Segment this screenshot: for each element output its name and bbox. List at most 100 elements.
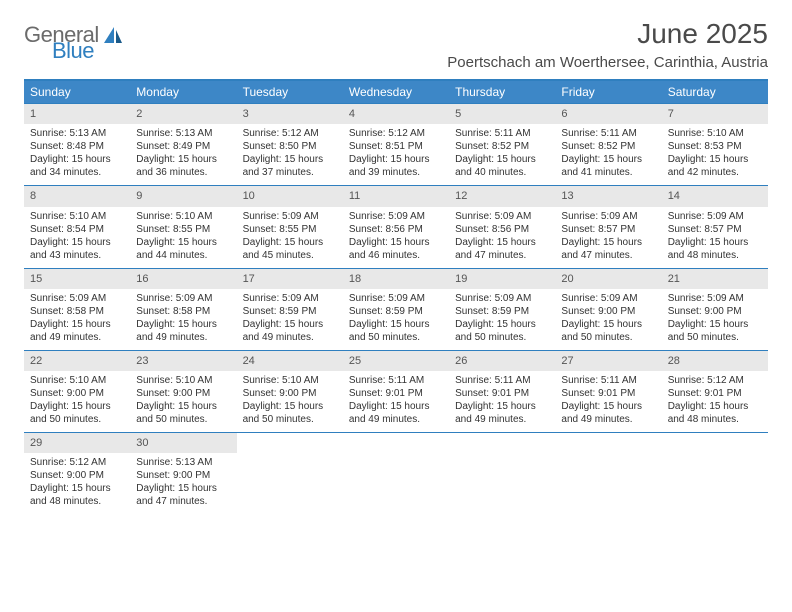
day-number: 22 [24, 351, 130, 371]
sunrise-text: Sunrise: 5:11 AM [455, 374, 549, 387]
day-number: 16 [130, 269, 236, 289]
day-number: 15 [24, 269, 130, 289]
dow-cell: Sunday [24, 81, 130, 103]
sunrise-text: Sunrise: 5:11 AM [561, 374, 655, 387]
sunrise-text: Sunrise: 5:09 AM [455, 292, 549, 305]
daylight-text: Daylight: 15 hours and 49 minutes. [136, 318, 230, 344]
dow-cell: Thursday [449, 81, 555, 103]
sunset-text: Sunset: 8:55 PM [243, 223, 337, 236]
daylight-text: Daylight: 15 hours and 48 minutes. [668, 400, 762, 426]
sunset-text: Sunset: 9:01 PM [668, 387, 762, 400]
day-cell: 19Sunrise: 5:09 AMSunset: 8:59 PMDayligh… [449, 269, 555, 350]
day-number: 30 [130, 433, 236, 453]
sunrise-text: Sunrise: 5:09 AM [561, 292, 655, 305]
daylight-text: Daylight: 15 hours and 46 minutes. [349, 236, 443, 262]
sunrise-text: Sunrise: 5:13 AM [136, 456, 230, 469]
sunset-text: Sunset: 8:58 PM [136, 305, 230, 318]
day-body: Sunrise: 5:09 AMSunset: 8:59 PMDaylight:… [237, 289, 343, 350]
day-cell: 24Sunrise: 5:10 AMSunset: 9:00 PMDayligh… [237, 351, 343, 432]
day-cell: . [343, 433, 449, 514]
daylight-text: Daylight: 15 hours and 44 minutes. [136, 236, 230, 262]
day-cell: 8Sunrise: 5:10 AMSunset: 8:54 PMDaylight… [24, 186, 130, 267]
day-body: Sunrise: 5:10 AMSunset: 8:53 PMDaylight:… [662, 124, 768, 185]
sunset-text: Sunset: 8:59 PM [243, 305, 337, 318]
dow-cell: Friday [555, 81, 661, 103]
daylight-text: Daylight: 15 hours and 42 minutes. [668, 153, 762, 179]
daylight-text: Daylight: 15 hours and 39 minutes. [349, 153, 443, 179]
day-body: Sunrise: 5:11 AMSunset: 9:01 PMDaylight:… [555, 371, 661, 432]
sunset-text: Sunset: 9:01 PM [561, 387, 655, 400]
day-cell: 26Sunrise: 5:11 AMSunset: 9:01 PMDayligh… [449, 351, 555, 432]
daylight-text: Daylight: 15 hours and 49 minutes. [561, 400, 655, 426]
day-cell: 23Sunrise: 5:10 AMSunset: 9:00 PMDayligh… [130, 351, 236, 432]
day-cell: 15Sunrise: 5:09 AMSunset: 8:58 PMDayligh… [24, 269, 130, 350]
daylight-text: Daylight: 15 hours and 47 minutes. [136, 482, 230, 508]
day-cell: 11Sunrise: 5:09 AMSunset: 8:56 PMDayligh… [343, 186, 449, 267]
sunset-text: Sunset: 9:00 PM [668, 305, 762, 318]
day-body: Sunrise: 5:12 AMSunset: 8:51 PMDaylight:… [343, 124, 449, 185]
sunrise-text: Sunrise: 5:11 AM [455, 127, 549, 140]
day-body: Sunrise: 5:09 AMSunset: 8:56 PMDaylight:… [343, 207, 449, 268]
title-block: June 2025 Poertschach am Woerthersee, Ca… [447, 18, 768, 71]
daylight-text: Daylight: 15 hours and 50 minutes. [668, 318, 762, 344]
sunset-text: Sunset: 9:01 PM [349, 387, 443, 400]
sunrise-text: Sunrise: 5:10 AM [30, 210, 124, 223]
sunrise-text: Sunrise: 5:09 AM [668, 292, 762, 305]
daylight-text: Daylight: 15 hours and 48 minutes. [30, 482, 124, 508]
sunset-text: Sunset: 9:00 PM [136, 387, 230, 400]
sunset-text: Sunset: 8:48 PM [30, 140, 124, 153]
sunrise-text: Sunrise: 5:09 AM [243, 292, 337, 305]
day-body: Sunrise: 5:11 AMSunset: 9:01 PMDaylight:… [449, 371, 555, 432]
dow-cell: Monday [130, 81, 236, 103]
day-cell: 13Sunrise: 5:09 AMSunset: 8:57 PMDayligh… [555, 186, 661, 267]
daylight-text: Daylight: 15 hours and 50 minutes. [136, 400, 230, 426]
sunrise-text: Sunrise: 5:09 AM [561, 210, 655, 223]
logo: General Blue [24, 18, 123, 62]
day-cell: 4Sunrise: 5:12 AMSunset: 8:51 PMDaylight… [343, 104, 449, 185]
day-body: Sunrise: 5:11 AMSunset: 9:01 PMDaylight:… [343, 371, 449, 432]
day-cell: 18Sunrise: 5:09 AMSunset: 8:59 PMDayligh… [343, 269, 449, 350]
daylight-text: Daylight: 15 hours and 47 minutes. [561, 236, 655, 262]
sunrise-text: Sunrise: 5:12 AM [349, 127, 443, 140]
day-body: Sunrise: 5:09 AMSunset: 8:59 PMDaylight:… [343, 289, 449, 350]
day-body: Sunrise: 5:09 AMSunset: 8:55 PMDaylight:… [237, 207, 343, 268]
day-cell: . [237, 433, 343, 514]
day-body: Sunrise: 5:13 AMSunset: 8:49 PMDaylight:… [130, 124, 236, 185]
day-body: Sunrise: 5:11 AMSunset: 8:52 PMDaylight:… [449, 124, 555, 185]
week-row: 22Sunrise: 5:10 AMSunset: 9:00 PMDayligh… [24, 350, 768, 432]
sunset-text: Sunset: 8:50 PM [243, 140, 337, 153]
day-number: 18 [343, 269, 449, 289]
day-body: Sunrise: 5:12 AMSunset: 8:50 PMDaylight:… [237, 124, 343, 185]
day-cell: 3Sunrise: 5:12 AMSunset: 8:50 PMDaylight… [237, 104, 343, 185]
sunset-text: Sunset: 9:00 PM [30, 387, 124, 400]
day-number: 13 [555, 186, 661, 206]
daylight-text: Daylight: 15 hours and 50 minutes. [349, 318, 443, 344]
daylight-text: Daylight: 15 hours and 50 minutes. [455, 318, 549, 344]
sunrise-text: Sunrise: 5:13 AM [30, 127, 124, 140]
day-cell: 16Sunrise: 5:09 AMSunset: 8:58 PMDayligh… [130, 269, 236, 350]
daylight-text: Daylight: 15 hours and 34 minutes. [30, 153, 124, 179]
header: General Blue June 2025 Poertschach am Wo… [24, 18, 768, 71]
sunset-text: Sunset: 8:59 PM [349, 305, 443, 318]
day-number: 27 [555, 351, 661, 371]
day-body: Sunrise: 5:12 AMSunset: 9:00 PMDaylight:… [24, 453, 130, 514]
day-number: 7 [662, 104, 768, 124]
sunset-text: Sunset: 8:49 PM [136, 140, 230, 153]
day-cell: 6Sunrise: 5:11 AMSunset: 8:52 PMDaylight… [555, 104, 661, 185]
day-number: 24 [237, 351, 343, 371]
day-number: 4 [343, 104, 449, 124]
sunset-text: Sunset: 8:56 PM [455, 223, 549, 236]
sunrise-text: Sunrise: 5:10 AM [30, 374, 124, 387]
day-cell: 30Sunrise: 5:13 AMSunset: 9:00 PMDayligh… [130, 433, 236, 514]
sunset-text: Sunset: 8:51 PM [349, 140, 443, 153]
dow-cell: Tuesday [237, 81, 343, 103]
sunset-text: Sunset: 8:58 PM [30, 305, 124, 318]
sunrise-text: Sunrise: 5:09 AM [243, 210, 337, 223]
daylight-text: Daylight: 15 hours and 43 minutes. [30, 236, 124, 262]
sunrise-text: Sunrise: 5:10 AM [136, 210, 230, 223]
daylight-text: Daylight: 15 hours and 48 minutes. [668, 236, 762, 262]
location-text: Poertschach am Woerthersee, Carinthia, A… [447, 54, 768, 71]
day-number: 26 [449, 351, 555, 371]
sunset-text: Sunset: 8:54 PM [30, 223, 124, 236]
day-cell: 2Sunrise: 5:13 AMSunset: 8:49 PMDaylight… [130, 104, 236, 185]
